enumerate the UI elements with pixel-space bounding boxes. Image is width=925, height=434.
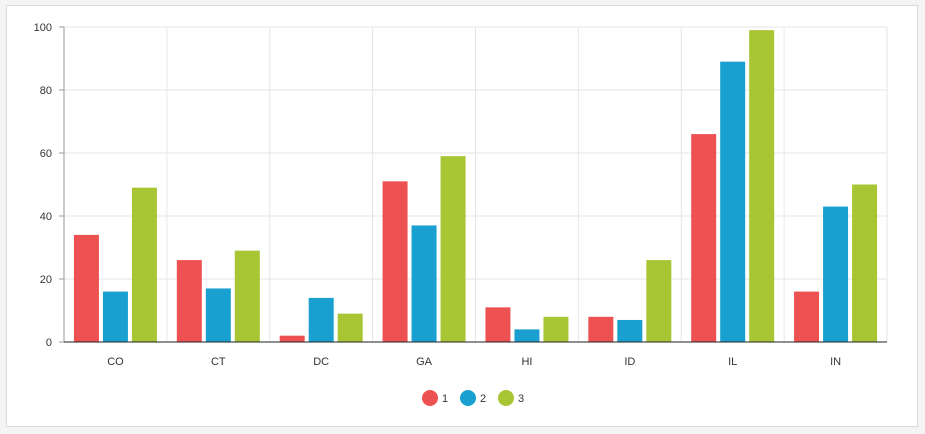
- x-tick-label: ID: [624, 356, 635, 368]
- legend-label-series-2[interactable]: 2: [480, 393, 486, 405]
- x-tick-label: CO: [107, 356, 124, 368]
- bar-ct-series-1[interactable]: [176, 260, 202, 342]
- x-tick-label: CT: [211, 356, 226, 368]
- legend-marker-series-1[interactable]: [422, 390, 438, 406]
- bar-ga-series-1[interactable]: [382, 181, 408, 342]
- bar-in-series-3[interactable]: [852, 184, 878, 343]
- bar-dc-series-2[interactable]: [308, 297, 334, 342]
- x-tick-label: IL: [728, 356, 737, 368]
- bar-ga-series-2[interactable]: [411, 225, 437, 342]
- bar-id-series-2[interactable]: [617, 319, 643, 342]
- x-tick-label: GA: [416, 356, 433, 368]
- bar-dc-series-3[interactable]: [337, 313, 363, 342]
- legend[interactable]: 1 2 3: [422, 390, 524, 406]
- y-tick-label: 40: [40, 211, 52, 223]
- legend-label-series-3[interactable]: 3: [518, 393, 524, 405]
- bars: [73, 30, 878, 343]
- x-axis: CO CT DC GA HI ID IL IN: [64, 341, 887, 368]
- y-axis: 0 20 40 60 80 100: [34, 22, 65, 349]
- y-tick-label: 60: [40, 148, 52, 160]
- x-tick-label: DC: [313, 356, 329, 368]
- bar-co-series-2[interactable]: [102, 291, 128, 342]
- x-tick-label: IN: [830, 356, 841, 368]
- legend-marker-series-2[interactable]: [460, 390, 476, 406]
- bar-in-series-2[interactable]: [823, 206, 849, 342]
- y-tick-label: 80: [40, 85, 52, 97]
- y-tick-label: 100: [34, 22, 52, 34]
- y-tick-label: 0: [46, 337, 52, 349]
- bar-id-series-1[interactable]: [588, 316, 614, 342]
- bar-ct-series-3[interactable]: [234, 250, 260, 342]
- legend-label-series-1[interactable]: 1: [442, 393, 448, 405]
- bar-ga-series-3[interactable]: [440, 156, 466, 342]
- bar-id-series-3[interactable]: [646, 260, 672, 342]
- bar-il-series-2[interactable]: [720, 61, 746, 343]
- bar-co-series-1[interactable]: [73, 234, 99, 342]
- bar-co-series-3[interactable]: [131, 187, 157, 342]
- bar-ct-series-2[interactable]: [205, 288, 231, 342]
- bar-hi-series-2[interactable]: [514, 329, 540, 342]
- bar-hi-series-3[interactable]: [543, 316, 569, 342]
- bar-hi-series-1[interactable]: [485, 307, 511, 342]
- x-tick-label: HI: [521, 356, 532, 368]
- legend-marker-series-3[interactable]: [498, 390, 514, 406]
- bar-dc-series-1[interactable]: [279, 335, 305, 342]
- bar-in-series-1[interactable]: [794, 291, 820, 342]
- bar-il-series-3[interactable]: [749, 30, 775, 343]
- y-tick-label: 20: [40, 274, 52, 286]
- bar-il-series-1[interactable]: [691, 134, 717, 342]
